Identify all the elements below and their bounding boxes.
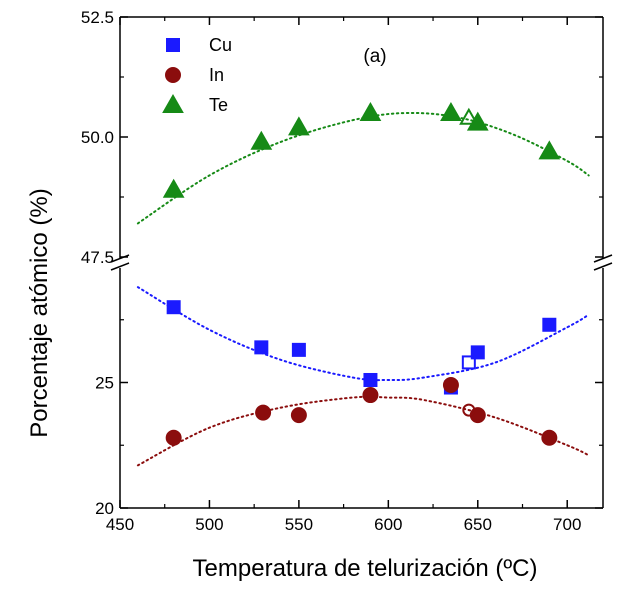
x-axis-label: Temperatura de telurización (ºC) [193,555,538,582]
axis-break-mark-left [110,254,130,263]
data-point-in [165,429,182,446]
data-markers [162,101,561,446]
x-tick-label: 500 [195,515,223,534]
data-point-in [541,429,558,446]
data-point-te [359,101,382,121]
panel-label: (a) [363,46,386,67]
data-point-cu [363,372,378,387]
data-point-te [288,116,310,136]
y-tick-label: 50.0 [81,128,114,147]
legend-marker-te [162,93,184,113]
data-point-te [250,130,273,150]
x-tick-label: 450 [106,515,134,534]
axis-break-mark-left [110,262,130,271]
x-tick-label: 650 [464,515,492,534]
axis-break-mark-right [593,262,613,271]
open-data-point-te [459,107,479,125]
data-point-in [290,407,307,424]
axis-break-gap-right [595,258,611,268]
data-point-te [538,140,561,160]
x-tick-label: 550 [285,515,313,534]
data-point-in [255,404,272,421]
y-tick-label: 20 [95,499,114,518]
legend-marker-cu [166,38,180,52]
open-data-point-in [462,403,476,417]
axis-ticks: 450 500 550 600 650 700 47.5 50.0 52.5 20 25 [81,8,603,534]
data-point-cu [291,342,306,357]
legend: Cu In Te [162,35,232,115]
legend-label-in: In [209,65,224,85]
data-point-cu [166,300,181,315]
fit-curve-cu [136,286,590,382]
data-point-te [162,178,185,198]
fit-curve-te [136,111,590,225]
fit-curve-in [136,395,590,467]
data-point-in [442,377,459,394]
axis-break-gap-left [112,258,128,268]
x-tick-label: 700 [553,515,581,534]
data-point-in [362,387,379,404]
legend-label-cu: Cu [209,35,232,55]
data-point-te [440,101,462,121]
legend-label-te: Te [209,95,228,115]
axis-break-mark-right [593,254,613,263]
plot-frame [110,16,613,509]
y-tick-label: 52.5 [81,8,114,27]
legend-marker-in [165,67,181,83]
data-point-te [466,111,489,131]
data-point-cu [254,340,269,355]
open-data-point-cu [461,355,476,370]
fit-curves [136,111,590,467]
x-tick-label: 600 [374,515,402,534]
y-axis-label: Porcentaje atómico (%) [26,188,53,437]
y-tick-label: 25 [95,374,114,393]
data-point-cu [542,317,557,332]
y-tick-label: 47.5 [81,248,114,267]
